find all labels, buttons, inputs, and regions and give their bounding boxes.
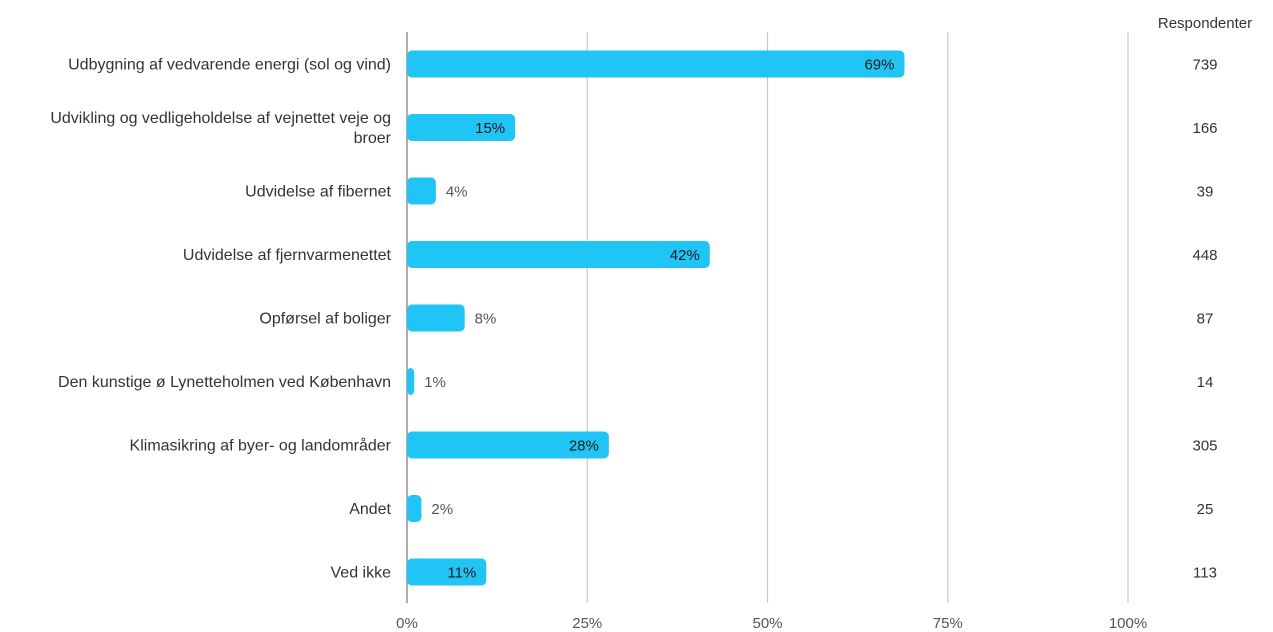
- respondent-count: 166: [1192, 120, 1217, 137]
- category-label: Opførsel af boliger: [259, 311, 391, 328]
- x-axis-ticks: 0% 25% 50% 75% 100%: [396, 615, 1147, 632]
- bar-value-label: 2%: [431, 501, 453, 518]
- category-label: Udbygning af vedvarende energi (sol og v…: [68, 57, 391, 74]
- bar: [407, 558, 487, 586]
- bar-value-label: 11%: [447, 565, 476, 582]
- bars: 69% 15% 4% 42% 8% 1% 28% 2% 11%: [407, 50, 905, 586]
- bar: [407, 495, 422, 522]
- bar: [407, 368, 415, 395]
- x-tick-label: 100%: [1109, 615, 1147, 632]
- respondent-count: 448: [1192, 247, 1217, 264]
- respondent-count: 113: [1193, 565, 1217, 582]
- respondent-counts: Respondenter 739 166 39 448 87 14 305 25 113: [1158, 15, 1252, 582]
- bar-value-label: 69%: [864, 57, 894, 74]
- respondents-header: Respondenter: [1158, 15, 1252, 32]
- grid-lines: [406, 32, 1129, 603]
- bar: [407, 177, 436, 205]
- bar-value-label: 1%: [424, 374, 446, 391]
- respondent-count: 25: [1197, 501, 1214, 518]
- bar-value-label: 15%: [475, 120, 505, 137]
- respondent-count: 87: [1197, 311, 1214, 328]
- respondent-count: 39: [1197, 184, 1214, 201]
- bar-value-label: 42%: [670, 247, 700, 264]
- category-label: Klimasikring af byer- og landområder: [130, 437, 392, 455]
- bar: [407, 304, 465, 332]
- category-label: Udvikling og vedligeholdelse af vejnette…: [50, 110, 391, 147]
- bar: [407, 431, 609, 459]
- x-tick-label: 50%: [752, 615, 782, 632]
- category-labels: Udbygning af vedvarende energi (sol og v…: [50, 57, 391, 582]
- respondent-count: 739: [1192, 57, 1217, 74]
- category-label: Udvidelse af fjernvarmenettet: [183, 247, 392, 264]
- bar: [407, 114, 516, 141]
- respondent-count: 305: [1192, 438, 1217, 455]
- bar: [407, 50, 905, 78]
- category-label: Den kunstige ø Lynetteholmen ved Københa…: [58, 374, 391, 391]
- x-tick-label: 0%: [396, 615, 418, 632]
- bar-value-label: 28%: [569, 438, 599, 455]
- category-label: Udvidelse af fibernet: [245, 184, 391, 201]
- bar-value-label: 4%: [446, 184, 468, 201]
- x-tick-label: 25%: [572, 615, 602, 632]
- category-label: Andet: [349, 501, 391, 518]
- bar: [407, 241, 710, 268]
- bar-value-label: 8%: [475, 311, 497, 328]
- x-tick-label: 75%: [933, 615, 963, 632]
- respondent-count: 14: [1197, 374, 1214, 391]
- category-label: Ved ikke: [331, 565, 392, 582]
